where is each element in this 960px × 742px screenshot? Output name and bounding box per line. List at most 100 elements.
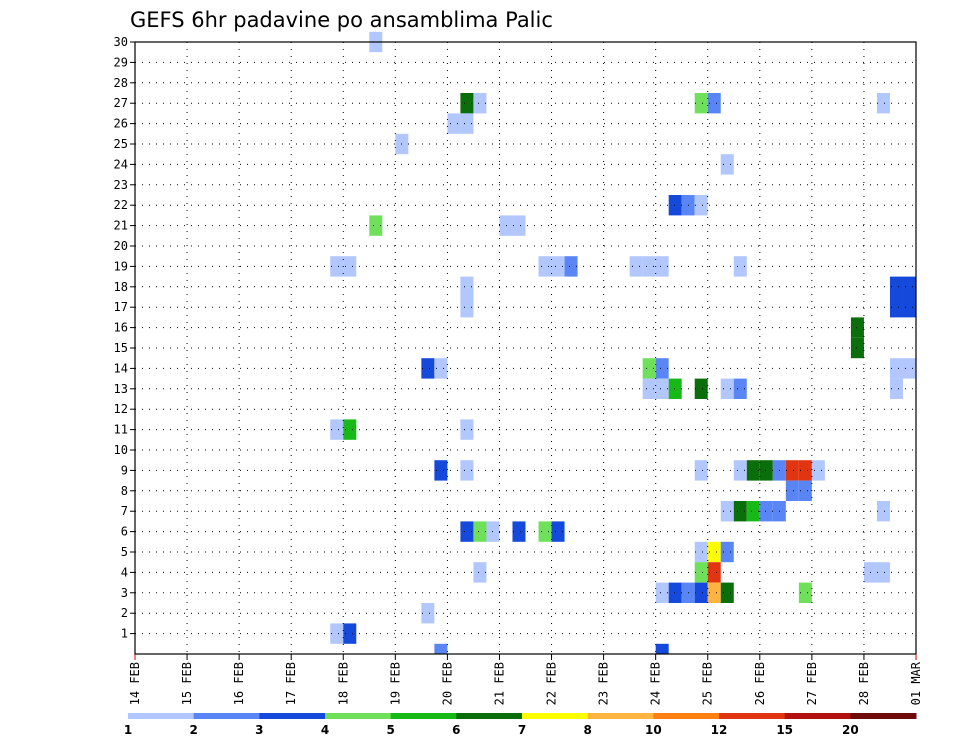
x-tick-label: 21 FEB: [492, 662, 506, 705]
x-tick-label: 01 MAR: [909, 661, 923, 705]
heatmap-cell: [746, 501, 760, 522]
heatmap-cell: [369, 215, 383, 236]
y-tick-label: 25: [114, 137, 128, 151]
heatmap-cell: [720, 378, 734, 399]
heatmap-cell: [876, 501, 890, 522]
heatmap-cell: [655, 378, 669, 399]
heatmap-cell: [629, 256, 643, 277]
heatmap-cell: [551, 521, 565, 542]
heatmap-cell: [798, 582, 812, 603]
heatmap-cell: [434, 460, 448, 481]
heatmap-cell: [707, 562, 721, 583]
heatmap-cell: [434, 358, 448, 379]
heatmap-cell: [421, 358, 435, 379]
y-tick-label: 19: [114, 259, 128, 273]
grid-lines: [135, 41, 916, 654]
y-tick-label: 2: [121, 606, 128, 620]
heatmap-cell: [902, 297, 916, 318]
colorbar-label: 4: [321, 723, 329, 737]
heatmap-cell: [668, 582, 682, 603]
x-tick-label: 19 FEB: [388, 662, 402, 705]
heatmap-cell: [798, 460, 812, 481]
heatmap-cell: [655, 256, 669, 277]
heatmap-cell: [343, 256, 357, 277]
colorbar-segment: [587, 713, 654, 719]
heatmap-cell: [889, 358, 903, 379]
y-tick-label: 13: [114, 382, 128, 396]
heatmap-cell: [694, 460, 708, 481]
heatmap-cell: [642, 358, 656, 379]
colorbar-segment: [325, 713, 392, 719]
y-tick-label: 8: [121, 484, 128, 498]
y-tick-label: 16: [114, 321, 128, 335]
y-tick-label: 12: [114, 402, 128, 416]
x-tick-label: 22 FEB: [545, 662, 559, 705]
heatmap-cell: [512, 521, 526, 542]
x-tick-label: 25 FEB: [701, 662, 715, 705]
heatmap-cell: [694, 378, 708, 399]
colorbar-label: 1: [124, 723, 132, 737]
colorbar-segment: [128, 713, 195, 719]
heatmap-cell: [434, 643, 448, 654]
heatmap-cell: [720, 541, 734, 563]
x-tick-label: 16 FEB: [232, 662, 246, 705]
heatmap-cell: [733, 460, 747, 481]
y-tick-label: 30: [114, 35, 128, 49]
y-tick-label: 20: [114, 239, 128, 253]
heatmap-cell: [460, 297, 474, 318]
colorbar-segment: [193, 713, 260, 719]
heatmap-cell: [512, 215, 526, 236]
colorbar-segment: [653, 713, 720, 719]
colorbar-label: 15: [776, 723, 793, 737]
chart-title: GEFS 6hr padavine po ansamblima Palic: [130, 8, 553, 32]
colorbar-label: 12: [711, 723, 728, 737]
heatmap-cell: [811, 460, 825, 481]
colorbar-label: 6: [452, 723, 460, 737]
y-axis-ticks: 1234567891011121314151617181920212223242…: [114, 35, 135, 641]
x-tick-label: 15 FEB: [180, 662, 194, 705]
colorbar-segment: [456, 713, 523, 719]
heatmap-cell: [655, 358, 669, 379]
heatmap-cell: [746, 460, 760, 481]
heatmap-cell: [850, 337, 864, 359]
colorbar-segment: [850, 713, 917, 719]
heatmap-cell: [460, 113, 474, 134]
y-tick-label: 4: [121, 565, 128, 579]
heatmap-cell: [733, 256, 747, 277]
colorbar-label: 5: [386, 723, 394, 737]
heatmap-cell: [538, 256, 552, 277]
heatmap-cell: [668, 195, 682, 216]
y-tick-label: 10: [114, 443, 128, 457]
heatmap-cell: [798, 480, 812, 501]
heatmap-cell: [694, 582, 708, 603]
heatmap-cell: [694, 195, 708, 216]
heatmap-cell: [460, 419, 474, 440]
heatmap-cells: [330, 31, 916, 654]
heatmap-cell: [876, 562, 890, 583]
y-tick-label: 28: [114, 76, 128, 90]
colorbar-label: 20: [842, 723, 859, 737]
colorbar-segment: [719, 713, 786, 719]
y-tick-label: 6: [121, 525, 128, 539]
colorbar-segment: [390, 713, 457, 719]
y-tick-label: 7: [121, 504, 128, 518]
heatmap-cell: [876, 93, 890, 114]
heatmap-cell: [902, 276, 916, 297]
heatmap-cell: [694, 93, 708, 114]
y-tick-label: 9: [121, 463, 128, 477]
colorbar-label: 7: [518, 723, 526, 737]
y-tick-label: 21: [114, 219, 128, 233]
heatmap-cell: [330, 256, 344, 277]
heatmap-cell: [538, 521, 552, 542]
x-tick-label: 20 FEB: [440, 662, 454, 705]
heatmap-cell: [694, 562, 708, 583]
heatmap-cell: [889, 276, 903, 297]
y-tick-label: 3: [121, 586, 128, 600]
heatmap-cell: [447, 113, 461, 134]
heatmap-cell: [655, 582, 669, 603]
heatmap-cell: [720, 582, 734, 603]
heatmap-cell: [642, 256, 656, 277]
heatmap-cell: [473, 562, 487, 583]
y-tick-label: 14: [114, 361, 128, 375]
